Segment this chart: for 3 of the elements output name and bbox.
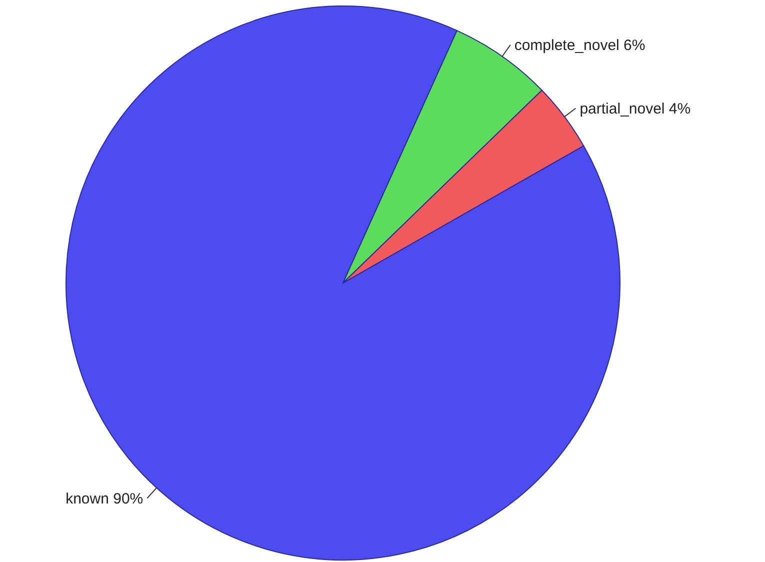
slice-label: known 90%	[66, 490, 144, 508]
slice-label: partial_novel 4%	[580, 100, 691, 118]
slice-label: complete_novel 6%	[514, 37, 646, 54]
